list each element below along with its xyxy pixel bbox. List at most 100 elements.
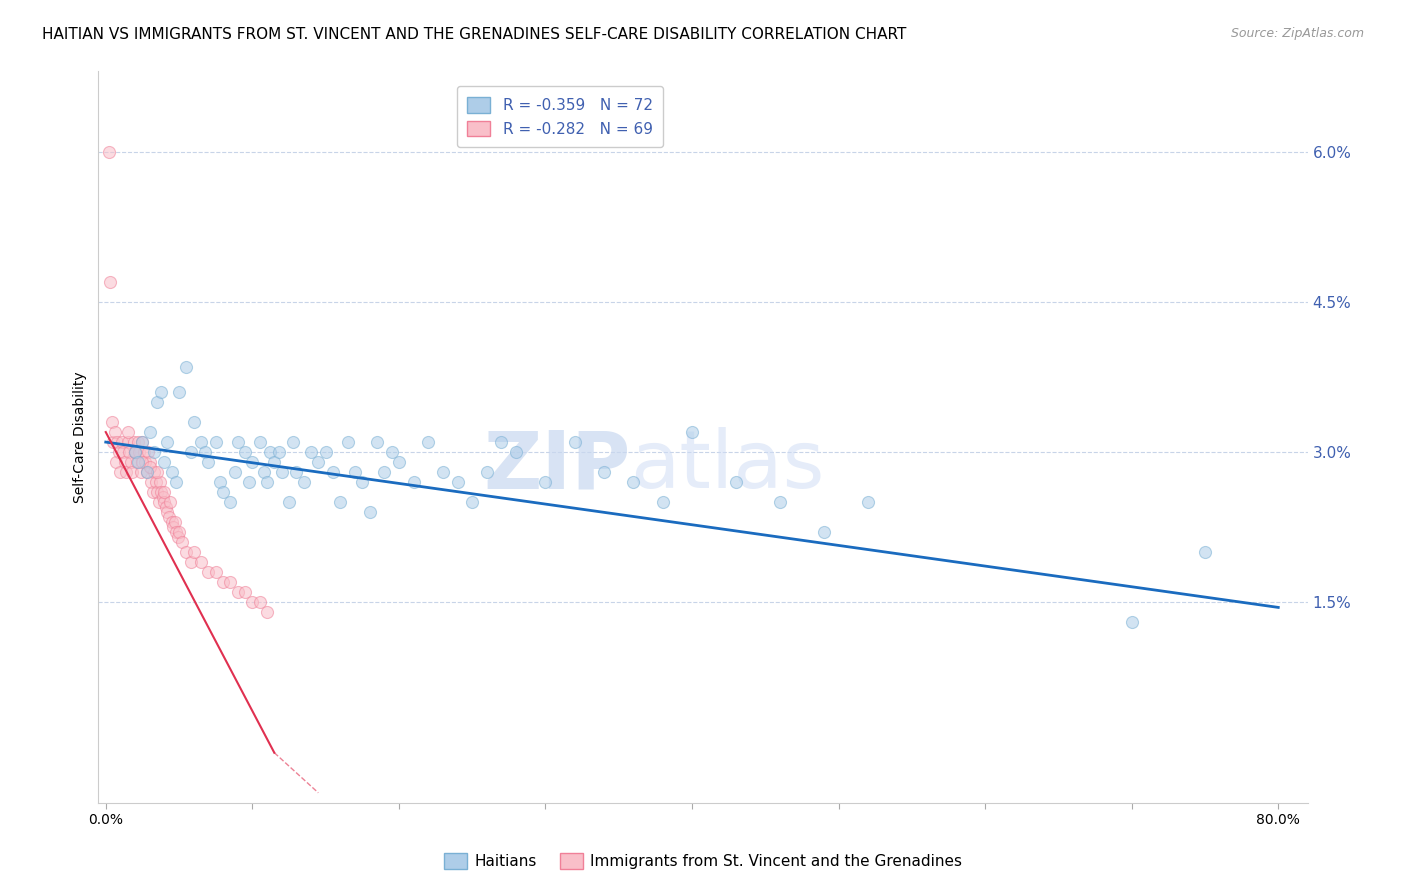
Point <box>681 425 703 439</box>
Point <box>299 445 322 459</box>
Point <box>152 490 174 504</box>
Point <box>322 465 344 479</box>
Point <box>204 566 226 580</box>
Point <box>138 455 160 469</box>
Point <box>176 359 198 374</box>
Point <box>115 465 138 479</box>
Point <box>432 465 454 479</box>
Point <box>233 445 256 459</box>
Point <box>278 495 301 509</box>
Point <box>127 455 149 469</box>
Point <box>209 475 232 490</box>
Point <box>135 465 157 479</box>
Point <box>107 435 129 450</box>
Point <box>197 566 219 580</box>
Point <box>129 465 152 479</box>
Point <box>153 495 176 509</box>
Point <box>475 465 498 479</box>
Point <box>128 445 150 459</box>
Point <box>143 445 166 459</box>
Point <box>117 425 139 439</box>
Point <box>307 455 329 469</box>
Point <box>167 525 190 540</box>
Point <box>180 445 202 459</box>
Point <box>813 525 835 540</box>
Point <box>724 475 747 490</box>
Point <box>212 485 235 500</box>
Point <box>180 555 202 569</box>
Point <box>124 445 146 459</box>
Point <box>122 435 145 450</box>
Point <box>170 535 193 549</box>
Point <box>149 475 172 490</box>
Point <box>219 575 242 590</box>
Point <box>212 575 235 590</box>
Point <box>226 435 249 450</box>
Point <box>249 595 271 609</box>
Point <box>120 455 142 469</box>
Point <box>131 435 153 450</box>
Point <box>336 435 359 450</box>
Legend: R = -0.359   N = 72, R = -0.282   N = 69: R = -0.359 N = 72, R = -0.282 N = 69 <box>457 87 664 147</box>
Point <box>292 475 315 490</box>
Point <box>131 455 153 469</box>
Point <box>402 475 425 490</box>
Y-axis label: Self-Care Disability: Self-Care Disability <box>73 371 87 503</box>
Point <box>125 455 148 469</box>
Point <box>380 445 402 459</box>
Point <box>194 445 217 459</box>
Point <box>112 445 135 459</box>
Point <box>190 555 212 569</box>
Point <box>153 455 176 469</box>
Point <box>283 435 305 450</box>
Point <box>240 595 263 609</box>
Point <box>165 475 187 490</box>
Point <box>167 384 190 399</box>
Point <box>183 415 205 429</box>
Point <box>131 435 153 450</box>
Point <box>114 455 136 469</box>
Point <box>352 475 374 490</box>
Point <box>108 445 131 459</box>
Point <box>359 505 381 519</box>
Point <box>505 445 527 459</box>
Point <box>366 435 388 450</box>
Point <box>446 475 468 490</box>
Point <box>163 515 186 529</box>
Point <box>564 435 586 450</box>
Point <box>98 275 121 289</box>
Point <box>1121 615 1143 630</box>
Point <box>105 455 128 469</box>
Point <box>142 485 165 500</box>
Point <box>146 485 169 500</box>
Point <box>132 445 155 459</box>
Point <box>134 455 156 469</box>
Point <box>162 520 184 534</box>
Legend: Haitians, Immigrants from St. Vincent and the Grenadines: Haitians, Immigrants from St. Vincent an… <box>437 847 969 875</box>
Point <box>159 495 181 509</box>
Point <box>145 475 167 490</box>
Point <box>418 435 440 450</box>
Point <box>461 495 484 509</box>
Point <box>263 455 285 469</box>
Point <box>270 465 292 479</box>
Point <box>593 465 616 479</box>
Point <box>176 545 198 559</box>
Point <box>253 465 276 479</box>
Point <box>1194 545 1216 559</box>
Point <box>156 435 179 450</box>
Point <box>97 145 120 159</box>
Point <box>343 465 366 479</box>
Point <box>135 465 157 479</box>
Point <box>146 465 169 479</box>
Point <box>259 445 281 459</box>
Point <box>256 606 278 620</box>
Point <box>329 495 352 509</box>
Point <box>156 505 179 519</box>
Point <box>127 435 149 450</box>
Point <box>150 485 173 500</box>
Point <box>138 425 160 439</box>
Point <box>240 455 263 469</box>
Point <box>651 495 673 509</box>
Point <box>165 525 187 540</box>
